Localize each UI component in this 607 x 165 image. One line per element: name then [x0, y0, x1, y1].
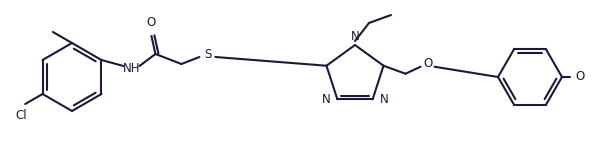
- Text: N: N: [379, 93, 388, 106]
- Text: O: O: [575, 70, 585, 83]
- Text: Cl: Cl: [15, 109, 27, 122]
- Text: O: O: [147, 16, 156, 29]
- Text: O: O: [423, 57, 432, 70]
- Text: NH: NH: [123, 62, 140, 75]
- Text: N: N: [351, 30, 359, 43]
- Text: S: S: [204, 48, 211, 61]
- Text: N: N: [322, 93, 330, 106]
